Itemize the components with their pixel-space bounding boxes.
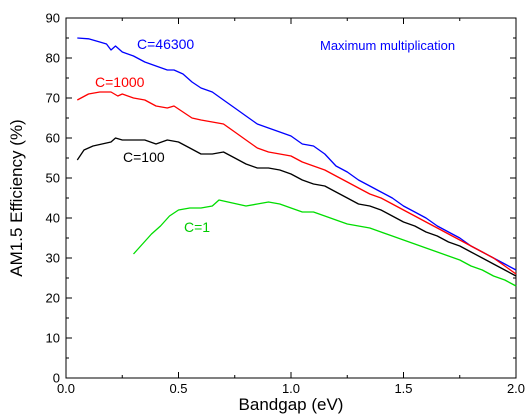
plot-area: [65, 17, 517, 379]
x-tick-label: 2.0: [507, 381, 525, 396]
y-tick-label: 90: [46, 11, 60, 26]
y-tick-label: 60: [46, 131, 60, 146]
y-tick-label: 70: [46, 91, 60, 106]
series-line-c46300: [77, 37, 517, 271]
x-tick-label: 1.0: [282, 381, 300, 396]
series-lines: [76, 37, 517, 287]
x-tick-label: 0.0: [57, 381, 75, 396]
y-axis-title: AM1.5 Efficiency (%): [7, 119, 26, 276]
y-tick-label: 30: [46, 251, 60, 266]
x-tick-label: 0.5: [169, 381, 187, 396]
y-tick-label: 50: [46, 171, 60, 186]
axis-ticks: 0.0 0.5 1.0 1.5 2.0 0 10 20 30 40 50 60 70 80 90: [46, 11, 526, 397]
y-tick-label: 10: [46, 331, 60, 346]
series-line-c1000: [76, 91, 517, 275]
y-tick-label: 40: [46, 211, 60, 226]
y-tick-label: 20: [46, 291, 60, 306]
series-line-c100: [76, 137, 517, 277]
y-tick-label: 80: [46, 51, 60, 66]
series-label-c1: C=1: [184, 219, 210, 235]
series-label-c46300: C=46300: [137, 36, 194, 52]
x-axis-title: Bandgap (eV): [239, 395, 344, 414]
y-tick-label: 0: [53, 371, 60, 386]
x-tick-label: 1.5: [394, 381, 412, 396]
annotation-maximum-multiplication: Maximum multiplication: [320, 38, 455, 53]
series-label-c1000: C=1000: [95, 74, 145, 90]
series-label-c100: C=100: [123, 149, 165, 165]
series-line-c1: [133, 199, 517, 287]
